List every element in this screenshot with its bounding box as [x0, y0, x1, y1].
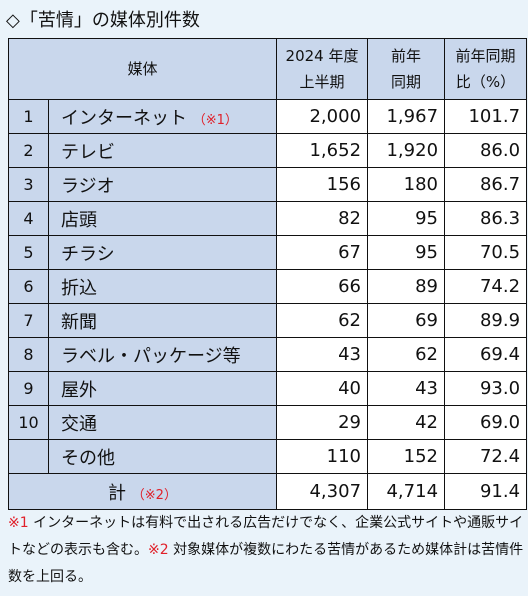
- row-current: 66: [276, 269, 369, 304]
- row-prev: 89: [367, 269, 446, 304]
- row-prev: 152: [367, 439, 446, 474]
- row-ratio: 86.7: [444, 167, 528, 202]
- row-number: 2: [8, 133, 49, 168]
- row-current: 67: [276, 235, 369, 270]
- row-current: 82: [276, 201, 369, 236]
- total-current: 4,307: [276, 473, 369, 510]
- row-prev: 43: [367, 371, 446, 406]
- row-ratio: 70.5: [444, 235, 528, 270]
- row-number: 9: [8, 371, 49, 406]
- row-media-name: ラベル・パッケージ等: [47, 337, 278, 372]
- row-media-name: 新聞: [47, 303, 278, 338]
- header-current-line2: 上半期: [299, 73, 345, 91]
- row-ratio: 72.4: [444, 439, 528, 474]
- table-row: 8 ラベル・パッケージ等 43 62 69.4: [8, 337, 528, 372]
- footnote-mark-1: ※1: [8, 515, 29, 531]
- row-ratio: 86.3: [444, 201, 528, 236]
- row-number: 5: [8, 235, 49, 270]
- row-current: 156: [276, 167, 369, 202]
- table-row: 10 交通 29 42 69.0: [8, 405, 528, 440]
- total-row: 計 （※2） 4,307 4,714 91.4: [7, 473, 528, 510]
- row-prev: 180: [367, 167, 446, 202]
- row-current: 2,000: [276, 99, 369, 134]
- row-ratio: 69.4: [444, 337, 528, 372]
- row-prev: 95: [367, 201, 446, 236]
- header-row: 媒体 2024 年度 上半期 前年 同期 前年同期 比（%）: [7, 38, 528, 100]
- total-label-text: 計: [108, 482, 127, 504]
- row-media-name: チラシ: [47, 235, 278, 270]
- row-media-name: 店頭: [47, 201, 278, 236]
- footnote: ※1 インターネットは有料で出される広告だけでなく、企業公式サイトや通販サイトな…: [8, 510, 524, 591]
- row-ratio: 74.2: [444, 269, 528, 304]
- header-ratio: 前年同期 比（%）: [444, 38, 528, 100]
- total-label: 計 （※2）: [7, 473, 278, 510]
- header-media: 媒体: [7, 38, 278, 100]
- row-media-name: 折込: [47, 269, 278, 304]
- row-current: 43: [276, 337, 369, 372]
- row-current: 1,652: [276, 133, 369, 168]
- row-prev: 62: [367, 337, 446, 372]
- footnote-text-1: インターネットは有料で出される広告だけでなく、企業公式サイトや通販サイトなどの表…: [8, 515, 524, 558]
- header-current: 2024 年度 上半期: [276, 38, 369, 100]
- row-prev: 1,967: [367, 99, 446, 134]
- row-prev: 69: [367, 303, 446, 338]
- footnote-ref: （※2）: [131, 487, 177, 503]
- table-row: 7 新聞 62 69 89.9: [8, 303, 528, 338]
- footnote-text-2: 対象媒体が複数にわたる苦情があるため媒体計は苦情件数を上回る。: [8, 542, 524, 585]
- row-prev: 42: [367, 405, 446, 440]
- row-number: 8: [8, 337, 49, 372]
- row-current: 40: [276, 371, 369, 406]
- table-row: 9 屋外 40 43 93.0: [8, 371, 528, 406]
- row-number: [8, 439, 49, 474]
- row-media-name: 屋外: [47, 371, 278, 406]
- table-row: 3 ラジオ 156 180 86.7: [8, 167, 528, 202]
- row-current: 62: [276, 303, 369, 338]
- row-number: 4: [8, 201, 49, 236]
- row-media-name: 交通: [47, 405, 278, 440]
- row-ratio: 101.7: [444, 99, 528, 134]
- header-current-line1: 2024 年度: [285, 47, 359, 65]
- row-media-name: インターネット （※1）: [47, 99, 278, 134]
- total-ratio: 91.4: [444, 473, 528, 510]
- row-number: 7: [8, 303, 49, 338]
- row-ratio: 89.9: [444, 303, 528, 338]
- row-prev: 1,920: [367, 133, 446, 168]
- header-prev: 前年 同期: [367, 38, 446, 100]
- row-number: 10: [8, 405, 49, 440]
- header-prev-line2: 同期: [391, 73, 422, 91]
- complaints-by-media-table: 媒体 2024 年度 上半期 前年 同期 前年同期 比（%） 1 インターネット…: [7, 38, 528, 510]
- row-ratio: 69.0: [444, 405, 528, 440]
- table-row: 2 テレビ 1,652 1,920 86.0: [8, 133, 528, 168]
- row-media-name: テレビ: [47, 133, 278, 168]
- table-row: 4 店頭 82 95 86.3: [8, 201, 528, 236]
- row-media-name: その他: [47, 439, 278, 474]
- media-name-text: インターネット: [61, 107, 187, 129]
- page-title: ◇「苦情」の媒体別件数: [6, 10, 200, 31]
- total-prev: 4,714: [367, 473, 446, 510]
- row-current: 29: [276, 405, 369, 440]
- row-number: 6: [8, 269, 49, 304]
- header-ratio-line2: 比（%）: [455, 73, 516, 91]
- row-current: 110: [276, 439, 369, 474]
- header-prev-line1: 前年: [391, 47, 422, 65]
- row-ratio: 86.0: [444, 133, 528, 168]
- table-row: 6 折込 66 89 74.2: [8, 269, 528, 304]
- row-prev: 95: [367, 235, 446, 270]
- row-ratio: 93.0: [444, 371, 528, 406]
- table-row: その他 110 152 72.4: [8, 439, 528, 474]
- footnote-mark-2: ※2: [148, 542, 169, 558]
- row-number: 3: [8, 167, 49, 202]
- table-row: 5 チラシ 67 95 70.5: [8, 235, 528, 270]
- row-number: 1: [8, 99, 49, 134]
- footnote-ref: （※1）: [192, 112, 238, 128]
- table-row: 1 インターネット （※1） 2,000 1,967 101.7: [8, 99, 528, 134]
- row-media-name: ラジオ: [47, 167, 278, 202]
- header-ratio-line1: 前年同期: [455, 47, 516, 65]
